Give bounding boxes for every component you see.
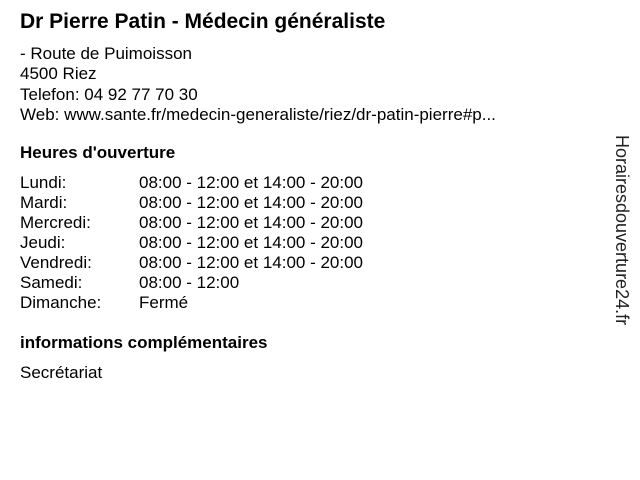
hours-heading: Heures d'ouverture [20, 143, 176, 163]
time-value: 08:00 - 12:00 et 14:00 - 20:00 [139, 213, 364, 233]
day-label: Samedi: [20, 273, 83, 293]
time-value: 08:00 - 12:00 et 14:00 - 20:00 [139, 173, 364, 193]
day-label: Dimanche: [20, 293, 102, 313]
hours-row: Vendredi: 08:00 - 12:00 et 14:00 - 20:00 [20, 253, 605, 273]
time-value: 08:00 - 12:00 et 14:00 - 20:00 [139, 193, 364, 213]
phone: Telefon: 04 92 77 70 30 [20, 84, 198, 104]
hours-table: Lundi: 08:00 - 12:00 et 14:00 - 20:00 Mar… [20, 173, 605, 313]
city: 4500 Riez [20, 64, 97, 84]
website: Web: www.sante.fr/medecin-generaliste/ri… [20, 104, 496, 124]
day-label: Lundi: [20, 173, 67, 193]
info-heading: informations complémentaires [20, 333, 268, 353]
hours-row: Mardi: 08:00 - 12:00 et 14:00 - 20:00 [20, 193, 605, 213]
page-title: Dr Pierre Patin - Médecin généraliste [20, 10, 386, 33]
street: - Route de Puimoisson [20, 44, 192, 63]
time-value: 08:00 - 12:00 [139, 273, 240, 293]
time-value: 08:00 - 12:00 et 14:00 - 20:00 [139, 233, 364, 253]
time-value: 08:00 - 12:00 et 14:00 - 20:00 [139, 253, 364, 273]
hours-row: Lundi: 08:00 - 12:00 et 14:00 - 20:00 [20, 173, 605, 193]
hours-row: Jeudi: 08:00 - 12:00 et 14:00 - 20:00 [20, 233, 605, 253]
main-content: Dr Pierre Patin - Médecin généraliste - … [20, 0, 605, 383]
info-text: Secrétariat [20, 363, 103, 383]
hours-row: Samedi: 08:00 - 12:00 [20, 273, 605, 293]
hours-row: Mercredi: 08:00 - 12:00 et 14:00 - 20:00 [20, 213, 605, 233]
time-value: Fermé [139, 293, 189, 313]
address-block: - Route de Puimoisson 4500 Riez Telefon:… [20, 44, 605, 125]
day-label: Jeudi: [20, 233, 66, 253]
hours-row: Dimanche: Fermé [20, 293, 605, 313]
day-label: Mardi: [20, 193, 68, 213]
day-label: Vendredi: [20, 253, 92, 273]
watermark-text: Horairesdouverture24.fr [612, 135, 632, 326]
day-label: Mercredi: [20, 213, 91, 233]
